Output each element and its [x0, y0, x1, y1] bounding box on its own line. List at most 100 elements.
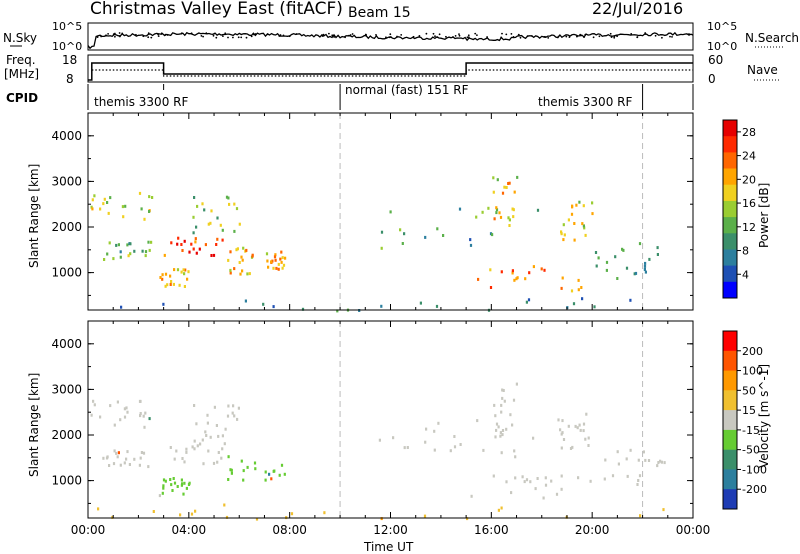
echo-cell	[238, 261, 241, 264]
echo-cell	[591, 212, 594, 216]
echo-cell	[190, 242, 193, 246]
echo-cell	[570, 289, 574, 293]
colorbar-segment	[723, 217, 737, 234]
echo-cell	[500, 410, 503, 414]
echo-cell	[380, 517, 383, 521]
echo-cell	[540, 267, 543, 271]
nsearch-point	[328, 32, 330, 35]
echo-cell	[225, 515, 229, 519]
echo-cell	[152, 510, 155, 513]
echo-cell	[527, 298, 531, 302]
colorbar-segment	[723, 120, 737, 137]
nsearch-label: N.Search	[745, 31, 799, 45]
freq-tick-top: 18	[62, 53, 77, 67]
nsearch-point	[100, 35, 102, 38]
echo-cell	[634, 271, 638, 275]
echo-cell	[124, 204, 127, 208]
echo-cell	[229, 268, 232, 272]
echo-cell	[232, 404, 235, 408]
echo-cell	[656, 246, 659, 250]
figure-title: Christmas Valley East (fitACF)	[90, 0, 343, 19]
echo-cell	[495, 206, 498, 210]
power-colorbar-label: Power [dB]	[757, 183, 771, 248]
echo-cell	[272, 266, 275, 270]
echo-cell	[119, 463, 122, 467]
nsearch-point	[500, 36, 502, 39]
colorbar-segment	[723, 152, 737, 170]
nsky-label: N.Sky	[3, 31, 37, 45]
echo-cell	[639, 514, 642, 518]
echo-cell	[143, 425, 146, 429]
echo-cell	[117, 451, 120, 455]
echo-cell	[510, 491, 513, 495]
echo-cell	[380, 230, 384, 234]
echo-cell	[123, 415, 127, 419]
nsearch-point	[142, 35, 145, 38]
echo-cell	[280, 250, 283, 254]
echo-cell	[569, 447, 573, 450]
echo-cell	[115, 451, 118, 455]
echo-cell	[264, 478, 267, 482]
echo-cell	[515, 382, 518, 386]
echo-cell	[621, 247, 624, 251]
echo-cell	[266, 259, 269, 263]
echo-cell	[242, 246, 245, 250]
nsky-tick-top: 10^5	[52, 20, 82, 33]
echo-cell	[182, 492, 185, 496]
nave-label: Nave	[747, 63, 778, 77]
echo-cell	[633, 272, 636, 276]
nsearch-point	[592, 36, 595, 39]
colorbar-segment	[723, 489, 737, 510]
echo-cell	[113, 449, 116, 453]
echo-cell	[500, 270, 503, 274]
echo-cell	[169, 478, 172, 481]
echo-cell	[523, 480, 526, 484]
colorbar-segment	[723, 184, 737, 202]
echo-cell	[512, 208, 515, 212]
nsearch-point	[543, 36, 545, 38]
echo-cell	[559, 428, 562, 432]
echo-cell	[187, 270, 190, 274]
echo-cell	[183, 285, 186, 288]
echo-cell	[495, 422, 499, 426]
echo-cell	[207, 449, 210, 453]
echo-cell	[516, 175, 519, 179]
echo-cell	[437, 421, 440, 425]
freq-panel	[87, 54, 694, 83]
echo-cell	[255, 517, 259, 521]
y-tick-label: 4000	[51, 337, 82, 351]
echo-cell	[403, 232, 406, 236]
echo-cell	[163, 253, 166, 257]
nsearch-point	[654, 34, 657, 37]
echo-cell	[123, 407, 126, 411]
nsearch-point	[616, 35, 618, 38]
echo-cell	[93, 194, 96, 198]
echo-cell	[571, 445, 574, 449]
echo-cell	[280, 260, 283, 264]
echo-cell	[213, 405, 216, 409]
echo-cell	[560, 232, 563, 236]
echo-cell	[611, 474, 615, 478]
echo-cell	[147, 240, 150, 244]
echo-cell	[230, 468, 233, 472]
nsearch-point	[232, 36, 234, 39]
echo-cell	[274, 253, 277, 257]
nsearch-point	[202, 35, 205, 38]
y-tick-label: 1000	[51, 266, 82, 280]
nsearch-point	[467, 34, 470, 37]
echo-cell	[170, 280, 173, 283]
echo-cell	[582, 422, 586, 426]
nsearch-point	[147, 36, 150, 39]
time-xlabel: Time UT	[363, 540, 414, 554]
y-tick-label: 1000	[51, 474, 82, 488]
echo-cell	[229, 250, 232, 254]
echo-cell	[162, 484, 165, 488]
echo-cell	[221, 434, 224, 438]
echo-cell	[150, 240, 153, 244]
echo-cell	[567, 218, 570, 222]
echo-cell	[209, 435, 212, 439]
echo-cell	[209, 221, 212, 225]
echo-cell	[544, 476, 547, 480]
echo-cell	[489, 268, 492, 272]
